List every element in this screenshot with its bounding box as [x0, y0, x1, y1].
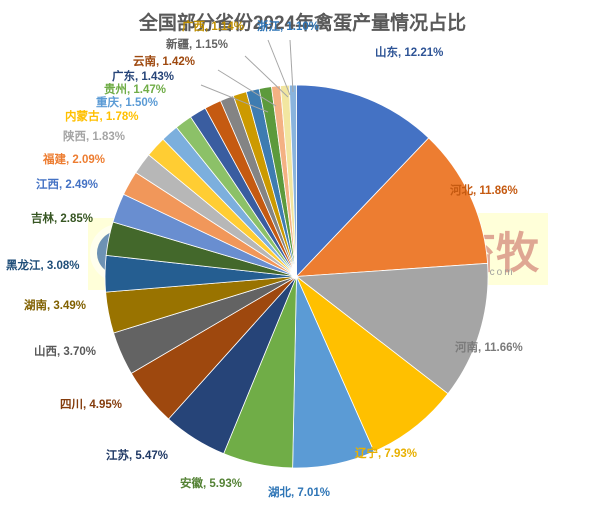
leader-line	[244, 55, 289, 98]
pie-data-label: 江苏, 5.47%	[106, 450, 168, 462]
pie-data-label: 广西, 1.14%	[182, 21, 244, 33]
leader-line	[200, 84, 269, 113]
pie-data-label: 湖北, 7.01%	[268, 487, 330, 499]
pie-data-label: 四川, 4.95%	[60, 399, 122, 411]
pie-data-label: 云南, 1.42%	[133, 56, 195, 68]
pie-data-label: 内蒙古, 1.78%	[65, 111, 139, 123]
pie-data-label: 浙江, 1.10%	[257, 21, 319, 33]
pie-slice[interactable]	[296, 84, 430, 278]
pie-data-label: 山东, 12.21%	[375, 47, 444, 59]
pie-data-label: 河北, 11.86%	[450, 185, 518, 197]
page-title: 全国部分省份2024年禽蛋产量情况占比	[138, 13, 467, 34]
pie-data-label: 吉林, 2.85%	[31, 213, 93, 225]
pie-data-label: 陕西, 1.83%	[63, 131, 125, 143]
pie-slice[interactable]	[295, 137, 488, 277]
leader-line	[289, 39, 294, 93]
leader-line	[267, 39, 291, 96]
pie-data-label: 河南, 11.66%	[455, 342, 523, 354]
pie-data-label: 贵州, 1.47%	[104, 84, 166, 96]
pie-data-label: 湖南, 3.49%	[24, 300, 86, 312]
pie-data-label: 辽宁, 7.93%	[355, 448, 417, 460]
pie-data-label: 黑龙江, 3.08%	[6, 260, 80, 272]
pie-data-label: 江西, 2.49%	[36, 179, 98, 191]
pie-data-label: 山西, 3.70%	[34, 346, 96, 358]
leader-line-group	[200, 39, 294, 113]
pie-data-label: 福建, 2.09%	[43, 154, 105, 166]
leader-line	[217, 69, 277, 107]
pie-slice-group[interactable]	[104, 84, 489, 469]
pie-slice[interactable]	[295, 262, 489, 395]
pie-data-label: 安徽, 5.93%	[180, 478, 242, 490]
pie-data-label: 广东, 1.43%	[112, 71, 174, 83]
pie-slice[interactable]	[296, 276, 449, 453]
pie-data-label: 新疆, 1.15%	[166, 39, 228, 51]
pie-data-label: 重庆, 1.50%	[96, 97, 158, 109]
